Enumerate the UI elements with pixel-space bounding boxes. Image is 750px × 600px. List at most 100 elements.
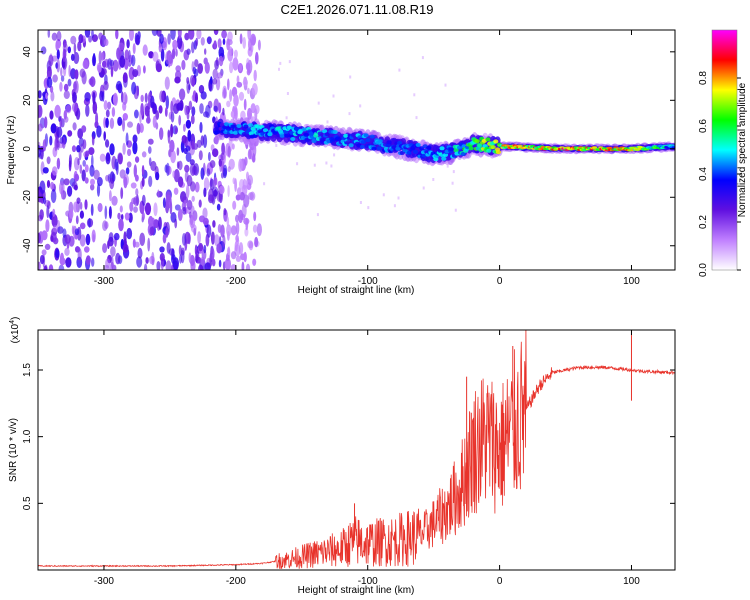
noise-blob (103, 80, 109, 91)
noise-blob (65, 257, 72, 268)
noise-blob (242, 36, 246, 49)
signal-mark (236, 124, 242, 128)
noise-blob (38, 104, 43, 118)
signal-mark (272, 130, 278, 135)
signal-mark (377, 139, 383, 144)
noise-blob (109, 143, 115, 156)
noise-blob (245, 62, 251, 71)
noise-blob (103, 100, 108, 111)
noise-blob (223, 164, 228, 177)
noise-blob (81, 169, 86, 182)
signal-mark (225, 126, 231, 131)
noise-blob (230, 225, 237, 236)
noise-blob (126, 39, 130, 49)
noise-blob (247, 240, 254, 249)
x-tick-label: 100 (623, 576, 640, 587)
noise-blob (59, 137, 64, 144)
noise-blob (102, 220, 108, 232)
noise-blob (84, 30, 91, 38)
noise-blob (55, 39, 62, 49)
noise-blob (112, 92, 118, 106)
noise-blob (247, 107, 252, 120)
signal-mark (457, 145, 463, 150)
noise-blob (109, 190, 112, 202)
noise-blob (85, 255, 91, 266)
noise-blob (51, 214, 58, 228)
noise-blob (243, 98, 247, 111)
noise-blob (155, 171, 160, 181)
noise-speck (326, 120, 329, 124)
noise-blob (149, 226, 155, 236)
noise-blob (175, 65, 181, 72)
colorbar-frame (711, 29, 738, 271)
noise-speck (393, 204, 396, 208)
noise-blob (185, 119, 192, 129)
noise-blob (243, 217, 250, 225)
noise-speck (330, 164, 333, 168)
x-tick-label: 100 (623, 276, 640, 287)
signal-mark (426, 145, 432, 150)
noise-blob (242, 178, 247, 190)
noise-blob (42, 196, 47, 205)
noise-blob (130, 182, 137, 189)
noise-blob (257, 39, 261, 51)
noise-blob (117, 153, 123, 165)
noise-speck (278, 67, 280, 71)
noise-blob (228, 46, 233, 57)
noise-blob (45, 219, 50, 233)
noise-blob (160, 48, 165, 62)
noise-blob (61, 185, 64, 200)
noise-blob (170, 150, 177, 164)
noise-blob (137, 247, 143, 259)
noise-blob (183, 123, 186, 132)
noise-blob (239, 33, 243, 45)
signal-mark (360, 144, 366, 149)
noise-blob (236, 187, 242, 196)
noise-blob (210, 76, 213, 85)
colorbar: 0.0 0.2 0.4 0.6 0.8 Normalized spectral ampl… (698, 29, 748, 277)
noise-blob (107, 240, 110, 250)
noise-blob (44, 243, 51, 250)
noise-blob (184, 105, 188, 116)
signal-mark (495, 150, 502, 155)
noise-blob (112, 59, 119, 72)
noise-blob (46, 156, 51, 165)
noise-blob (38, 123, 43, 132)
noise-blob (153, 202, 158, 217)
noise-blob (190, 205, 195, 215)
noise-blob (235, 255, 241, 262)
noise-blob (90, 183, 95, 191)
noise-blob (50, 123, 57, 134)
noise-blob (206, 168, 211, 177)
noise-blob (133, 206, 138, 213)
colorbar-label: Normalized spectral amplitude (737, 82, 748, 217)
noise-blob (104, 205, 108, 220)
noise-blob (147, 237, 151, 252)
noise-blob (54, 104, 61, 118)
noise-blob (212, 116, 216, 124)
noise-blob (140, 94, 144, 103)
noise-blob (238, 242, 244, 255)
noise-blob (210, 231, 215, 245)
noise-blob (244, 227, 249, 237)
noise-blob (77, 41, 82, 52)
signal-mark (369, 134, 375, 139)
noise-blob (111, 195, 118, 206)
noise-blob (84, 199, 88, 210)
noise-blob (133, 196, 140, 207)
noise-blob (178, 88, 186, 101)
noise-blob (158, 43, 163, 53)
noise-blob (46, 205, 50, 219)
noise-blob (204, 61, 210, 74)
noise-blob (241, 203, 247, 218)
noise-blob (204, 262, 211, 270)
noise-blob (101, 68, 107, 75)
noise-blob (39, 180, 46, 194)
noise-blob (122, 118, 125, 132)
noise-blob (122, 142, 126, 155)
noise-blob (144, 92, 148, 103)
noise-blob (216, 243, 222, 254)
noise-blob (219, 185, 225, 195)
spectrogram-marks (38, 30, 675, 270)
noise-blob (159, 127, 164, 140)
